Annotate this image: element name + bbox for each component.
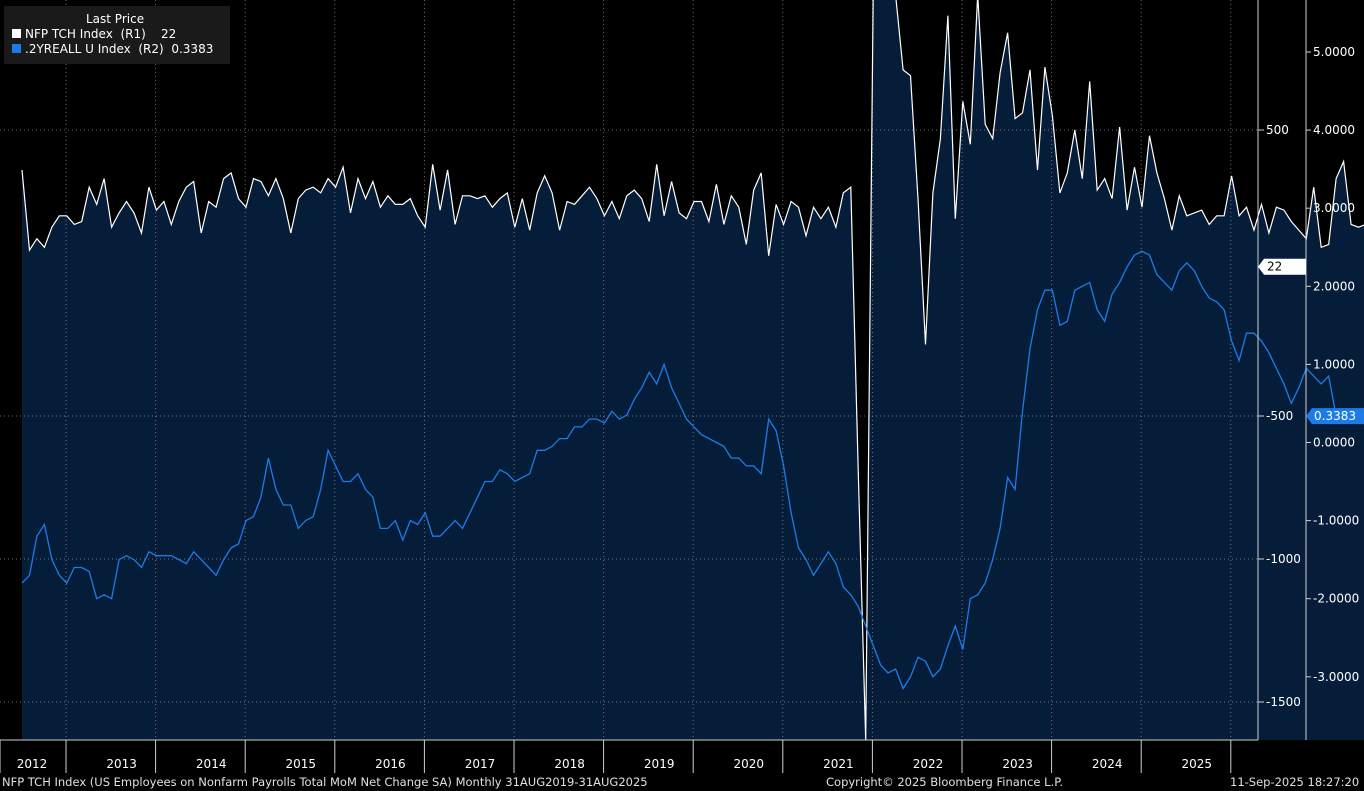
legend-header: Last Price	[86, 12, 145, 26]
footer-bar: NFP TCH Index (US Employees on Nonfarm P…	[0, 773, 1364, 791]
r2-tick-label: 3.0000	[1313, 201, 1355, 215]
legend-label-real-yield: .2YREALL U Index (R2)	[25, 42, 164, 56]
legend-item-real-yield: .2YREALL U Index (R2) 0.3383	[4, 42, 230, 57]
x-tick-label: 2017	[465, 757, 496, 771]
x-tick-label: 2012	[17, 757, 48, 771]
r1-tick-label: -1500	[1266, 695, 1301, 709]
last-value-label-nfp: 22	[1267, 260, 1282, 274]
x-tick-label: 2024	[1092, 757, 1123, 771]
r2-tick-label: -1.0000	[1313, 514, 1359, 528]
footer-copyright: Copyright© 2025 Bloomberg Finance L.P.	[826, 775, 1063, 789]
x-tick-label: 2014	[196, 757, 227, 771]
legend-swatch-real-yield	[12, 44, 21, 53]
x-tick-label: 2015	[286, 757, 317, 771]
footer-timestamp: 11-Sep-2025 18:27:20	[1230, 775, 1360, 789]
last-value-flag-nfp	[1258, 258, 1306, 275]
legend-label-nfp: NFP TCH Index (R1)	[25, 27, 146, 41]
x-tick-label: 2016	[375, 757, 406, 771]
x-tick-label: 2025	[1182, 757, 1213, 771]
r1-tick-label: -500	[1266, 409, 1293, 423]
nfp-line	[21, 0, 1364, 741]
r1-tick-label: 500	[1266, 123, 1289, 137]
x-tick-label: 2023	[1002, 757, 1033, 771]
x-tick-label: 2018	[554, 757, 585, 771]
footer-source: NFP TCH Index (US Employees on Nonfarm P…	[2, 775, 648, 789]
legend-value-real-yield: 0.3383	[171, 42, 214, 56]
nfp-area	[22, 0, 1364, 740]
x-tick-label: 2022	[913, 757, 944, 771]
legend-item-nfp: NFP TCH Index (R1) 22	[4, 27, 230, 42]
r2-tick-label: 4.0000	[1313, 123, 1355, 137]
x-tick-label: 2019	[644, 757, 675, 771]
r2-tick-label: 1.0000	[1313, 357, 1355, 371]
r2-tick-label: 5.0000	[1313, 45, 1355, 59]
r1-tick-label: -1000	[1266, 552, 1301, 566]
last-value-flag-real-yield	[1306, 408, 1364, 425]
real-yield-line	[21, 250, 1337, 690]
last-value-label-real-yield: 0.3383	[1314, 409, 1356, 423]
chart-legend: Last Price NFP TCH Index (R1) 22 .2YREAL…	[4, 6, 230, 64]
legend-swatch-nfp	[12, 29, 21, 38]
legend-value-nfp: 22	[161, 27, 177, 41]
r2-tick-label: 2.0000	[1313, 279, 1355, 293]
x-tick-label: 2013	[106, 757, 137, 771]
r2-tick-label: -3.0000	[1313, 670, 1359, 684]
x-tick-label: 2020	[734, 757, 765, 771]
x-tick-label: 2021	[823, 757, 854, 771]
r2-tick-label: -2.0000	[1313, 592, 1359, 606]
r2-tick-label: 0.0000	[1313, 436, 1355, 450]
